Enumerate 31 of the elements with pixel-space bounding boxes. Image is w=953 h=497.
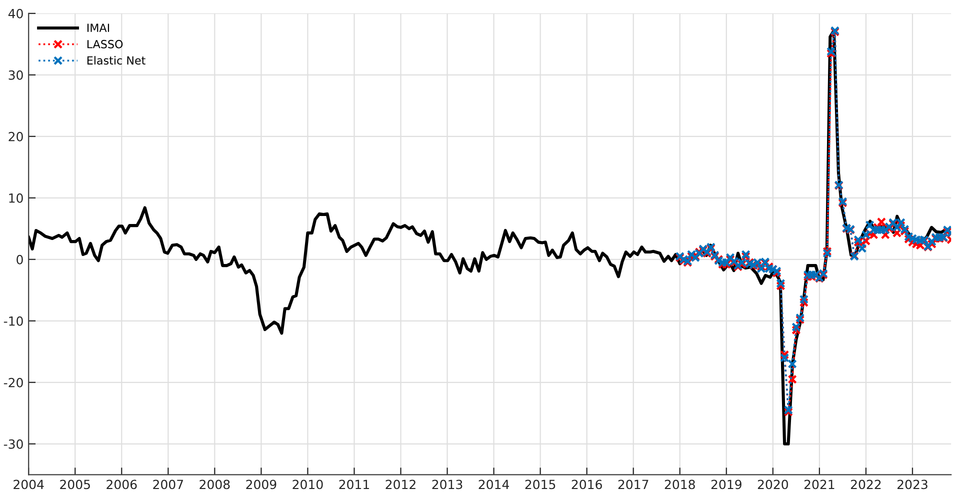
legend-label: LASSO [87,40,123,48]
x-tick-label: 2013 [432,480,462,490]
y-tick-label: 20 [8,132,23,142]
x-tick-label: 2004 [14,480,44,490]
x-tick-label: 2007 [153,480,183,490]
x-tick-label: 2005 [60,480,90,490]
y-tick-label: -30 [4,439,23,449]
y-tick-label: -10 [4,316,23,326]
x-tick-label: 2018 [664,480,695,490]
x-tick-label: 2008 [200,480,230,490]
x-tick-label: 2006 [106,480,137,490]
y-tick-label: -20 [4,378,23,388]
x-tick-label: 2019 [711,480,742,490]
x-tick-label: 2022 [850,480,881,490]
x-tick-label: 2020 [758,480,788,490]
x-tick-label: 2017 [618,480,648,490]
x-tick-label: 2009 [246,480,276,490]
x-tick-label: 2015 [525,480,556,490]
y-tick-label: 30 [8,70,23,80]
x-tick-label: 2011 [339,480,369,490]
legend-label: Elastic Net [87,56,146,65]
x-tick-label: 2016 [572,480,602,490]
x-tick-label: 2010 [292,480,323,490]
x-tick-label: 2021 [804,480,834,490]
y-tick-label: 10 [9,193,23,203]
x-tick-label: 2023 [897,480,928,490]
x-tick-label: 2014 [478,480,509,490]
x-tick-label: 2012 [386,480,416,490]
y-tick-label: 40 [8,8,23,18]
y-tick-label: 0 [16,254,23,264]
legend-label: IMAI [87,24,110,32]
